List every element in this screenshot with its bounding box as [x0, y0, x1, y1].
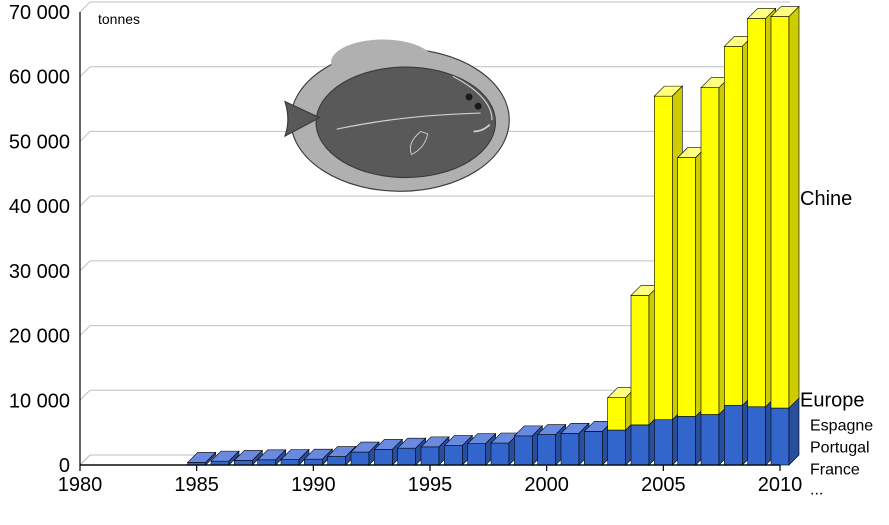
x-tick-label: 2005 — [641, 474, 686, 496]
chart-svg: 010 00020 00030 00040 00050 00060 00070 … — [0, 0, 889, 525]
legend-more: ... — [810, 481, 823, 498]
legend-portugal: Portugal — [810, 439, 870, 456]
legend-chine: Chine — [800, 188, 852, 210]
x-tick-label: 1980 — [58, 474, 103, 496]
y-tick-label: 30 000 — [9, 261, 70, 283]
y-tick-label: 50 000 — [9, 131, 70, 153]
x-tick-label: 2000 — [524, 474, 569, 496]
y-tick-label: 10 000 — [9, 390, 70, 412]
legend-france: France — [810, 461, 860, 478]
x-tick-label: 1990 — [291, 474, 336, 496]
y-axis-unit: tonnes — [98, 11, 140, 27]
y-tick-label: 40 000 — [9, 196, 70, 218]
legend-europe: Europe — [800, 389, 865, 411]
legend-espagne: Espagne — [810, 417, 873, 434]
x-tick-label: 1995 — [408, 474, 453, 496]
y-tick-label: 60 000 — [9, 67, 70, 89]
y-tick-label: 70 000 — [9, 2, 70, 24]
fish-icon — [285, 40, 509, 192]
chart-container: 010 00020 00030 00040 00050 00060 00070 … — [0, 0, 889, 525]
y-tick-label: 20 000 — [9, 326, 70, 348]
x-tick-label: 1985 — [174, 474, 219, 496]
x-tick-label: 2010 — [758, 474, 803, 496]
